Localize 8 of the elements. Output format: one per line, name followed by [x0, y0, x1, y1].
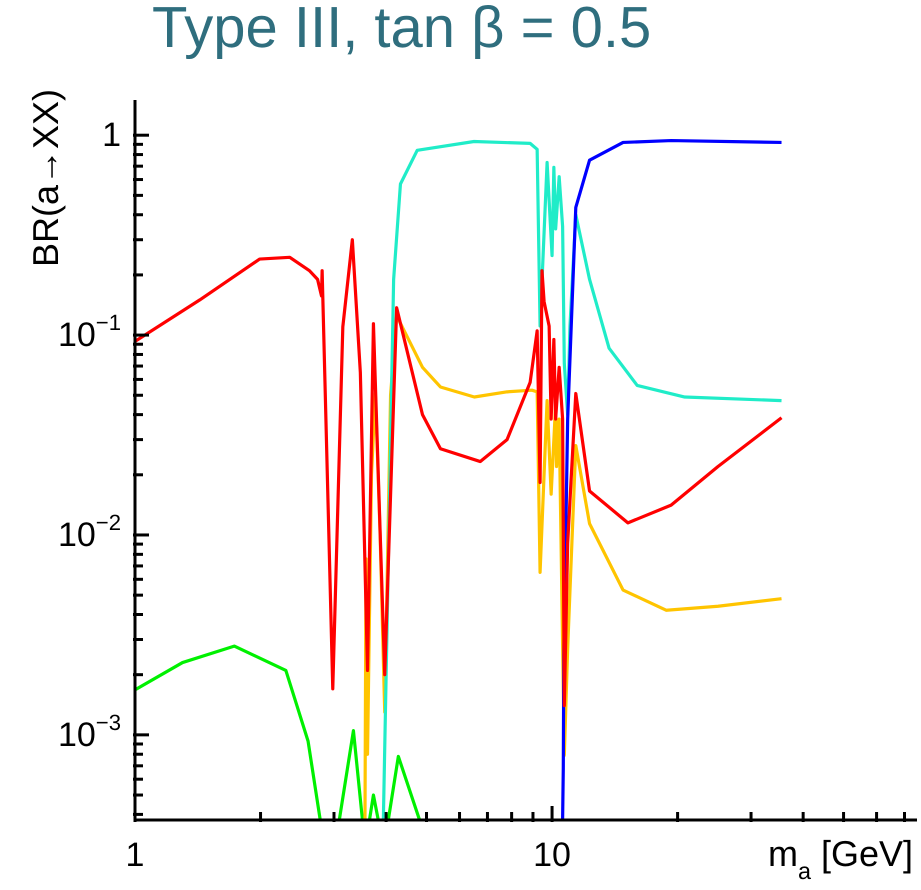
y-axis-title: BR(a→XX): [25, 88, 66, 268]
y-tick-label: 10$^{−2}$: [58, 510, 121, 554]
chart-title: Type III, tan β = 0.5: [152, 0, 652, 61]
y-tick-label: 10$^{−3}$: [58, 710, 121, 754]
y-tick-label: 10$^{−1}$: [58, 310, 121, 354]
y-tick-label: 1: [102, 116, 121, 154]
x-tick-label: 10: [533, 836, 571, 874]
x-axis-title: m$_{a}$ [GeV]: [768, 833, 913, 884]
